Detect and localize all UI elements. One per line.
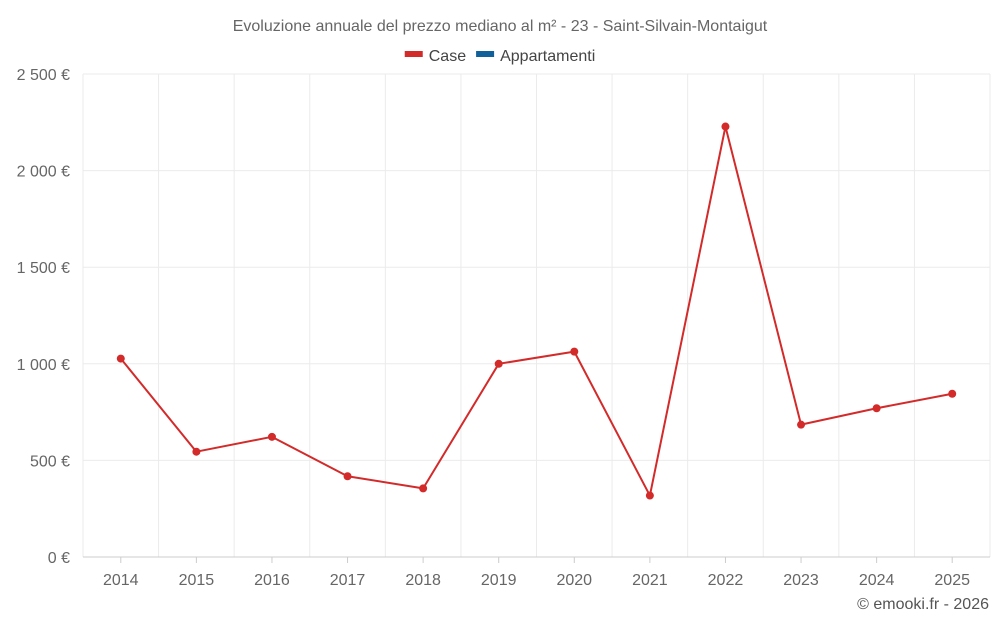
data-point-2023[interactable]	[797, 420, 806, 429]
chart-legend: Case Appartamenti	[404, 48, 595, 65]
y-tick-label: 2 500 €	[17, 67, 70, 84]
chart-grid	[82, 73, 991, 558]
data-point-2015[interactable]	[192, 447, 201, 456]
legend-swatch	[404, 51, 423, 57]
data-point-2020[interactable]	[570, 347, 579, 356]
legend-item-appartamenti[interactable]: Appartamenti	[476, 48, 595, 65]
chart-credit: © emooki.fr - 2026	[857, 596, 989, 613]
x-tick-label: 2021	[632, 572, 668, 589]
data-point-2018[interactable]	[419, 484, 428, 493]
x-tick-label: 2022	[708, 572, 744, 589]
data-point-2021[interactable]	[645, 491, 654, 500]
legend-swatch	[476, 51, 495, 57]
x-tick-label: 2018	[405, 572, 441, 589]
x-tick-label: 2015	[179, 572, 215, 589]
chart-series	[116, 122, 957, 500]
y-tick-label: 1 000 €	[17, 357, 70, 374]
data-point-2019[interactable]	[494, 359, 503, 368]
x-tick-label: 2023	[783, 572, 819, 589]
chart-title: Evoluzione annuale del prezzo mediano al…	[233, 18, 768, 35]
x-tick-label: 2020	[556, 572, 592, 589]
x-tick-label: 2024	[859, 572, 895, 589]
data-point-2016[interactable]	[267, 432, 276, 441]
x-tick-label: 2014	[103, 572, 139, 589]
data-point-2025[interactable]	[948, 389, 957, 398]
legend-label: Appartamenti	[500, 48, 595, 65]
y-tick-label: 2 000 €	[17, 164, 70, 181]
data-point-2014[interactable]	[116, 354, 125, 363]
y-tick-label: 1 500 €	[17, 260, 70, 277]
x-tick-label: 2017	[330, 572, 366, 589]
x-tick-label: 2025	[934, 572, 970, 589]
x-tick-label: 2019	[481, 572, 517, 589]
x-axis: 2014 2015 2016 2017 2018 2019 2020 2021 2022 2023…	[103, 557, 970, 589]
y-tick-label: 500 €	[30, 453, 70, 470]
legend-item-case[interactable]: Case	[404, 48, 466, 65]
series-line-case	[120, 125, 953, 497]
legend-label: Case	[429, 48, 466, 65]
data-point-2017[interactable]	[343, 472, 352, 481]
data-point-2022[interactable]	[721, 122, 730, 131]
x-tick-label: 2016	[254, 572, 290, 589]
y-axis: 0 € 500 € 1 000 € 1 500 € 2 000 € 2 500 €	[17, 67, 70, 567]
y-tick-label: 0 €	[48, 550, 70, 567]
data-point-2024[interactable]	[872, 404, 881, 413]
